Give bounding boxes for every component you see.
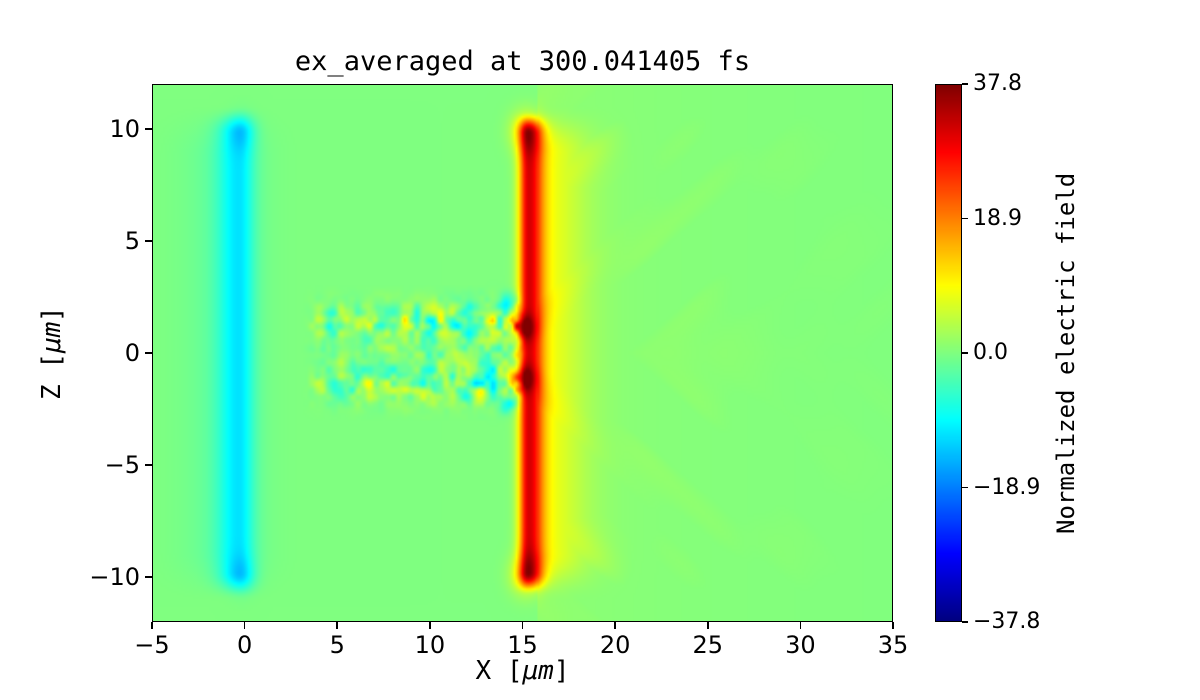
z-tick-mark	[145, 464, 152, 466]
colorbar-tick-mark	[962, 352, 968, 354]
colorbar-tick-label: 0.0	[973, 340, 1008, 365]
x-tick-mark	[336, 622, 339, 629]
x-tick-label: 10	[414, 631, 446, 659]
z-axis-label-text: Z [	[37, 353, 67, 400]
x-tick-label: 0	[236, 631, 253, 659]
colorbar-label: Normalized electric field	[1052, 172, 1080, 534]
z-tick-mark	[145, 240, 152, 242]
z-axis-label: Z [μm]	[30, 84, 74, 622]
x-axis-label: X [μm]	[152, 656, 893, 686]
z-axis-label-close: ]	[37, 306, 67, 322]
x-tick-mark	[429, 622, 431, 629]
colorbar-tick-mark	[962, 217, 968, 220]
colorbar-tick-mark	[962, 621, 968, 623]
z-tick-label: −10	[89, 563, 140, 592]
x-tick-mark	[614, 622, 616, 629]
z-tick-mark	[145, 128, 152, 130]
z-tick-label: −5	[104, 451, 140, 480]
x-tick-label: 25	[692, 631, 724, 659]
x-axis-unit: μm	[522, 656, 554, 686]
colorbar-tick-label: −37.8	[973, 609, 1041, 634]
heatmap-image	[152, 84, 893, 622]
z-tick-label: 5	[124, 226, 140, 255]
x-tick-label: 20	[599, 631, 631, 659]
x-tick-label: −5	[134, 631, 170, 659]
x-tick-mark	[151, 622, 153, 629]
x-tick-label: 35	[877, 631, 909, 659]
x-tick-label: 5	[329, 631, 345, 659]
x-tick-mark	[706, 622, 709, 629]
x-tick-mark	[892, 622, 894, 629]
x-tick-label: 30	[785, 631, 816, 659]
colorbar-tick-mark	[962, 83, 968, 85]
x-axis-label-close: ]	[553, 656, 570, 686]
colorbar-tick-label: 18.9	[973, 205, 1022, 231]
plot-title: ex_averaged at 300.041405 fs	[294, 46, 751, 77]
colorbar-tick-label: 37.8	[973, 71, 1022, 96]
z-tick-label: 0	[124, 339, 140, 367]
x-axis-label-text: X [	[475, 656, 523, 686]
z-tick-mark	[145, 352, 152, 354]
z-tick-mark	[145, 576, 152, 578]
x-tick-mark	[243, 622, 246, 629]
x-tick-mark	[521, 622, 524, 629]
colorbar-tick-mark	[962, 486, 968, 489]
x-tick-mark	[799, 622, 802, 629]
colorbar-gradient	[935, 84, 962, 622]
x-tick-label: 15	[507, 631, 538, 659]
z-axis-unit: μm	[37, 321, 67, 353]
z-tick-label: 10	[109, 114, 140, 143]
colorbar-tick-label: −18.9	[973, 474, 1041, 500]
